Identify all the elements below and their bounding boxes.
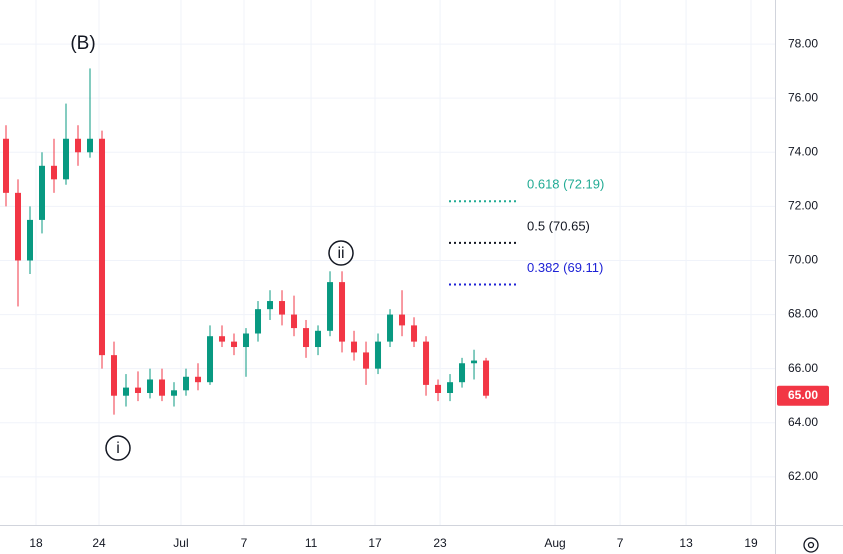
candle-body (183, 376, 190, 391)
candle-body (459, 363, 466, 383)
last-price-label: 65.00 (788, 388, 818, 402)
candle-body (339, 282, 346, 342)
candle-body (75, 138, 82, 153)
wave-label: i (116, 440, 120, 457)
candle-body (351, 341, 358, 353)
candle-body (411, 325, 418, 342)
candle-body (15, 192, 22, 261)
candle-body (387, 314, 394, 342)
candle-body (3, 138, 10, 193)
candle-body (219, 336, 226, 342)
x-tick-label: 18 (29, 536, 43, 550)
candle-body (99, 138, 106, 356)
wave-circle (105, 435, 131, 461)
y-tick-label: 70.00 (788, 253, 818, 267)
candle-body (123, 387, 130, 396)
x-tick-label: 17 (368, 536, 382, 550)
candle-body (399, 314, 406, 326)
candle-body (255, 309, 262, 334)
x-tick-label: 7 (617, 536, 624, 550)
x-tick-label: 23 (433, 536, 447, 550)
candle-body (279, 301, 286, 315)
y-tick-label: 68.00 (788, 307, 818, 321)
candle-body (291, 314, 298, 329)
fib-label: 0.5 (70.65) (527, 218, 590, 233)
candle-body (423, 341, 430, 385)
candle-body (483, 360, 490, 396)
y-tick-label: 62.00 (788, 469, 818, 483)
wave-label: ii (337, 245, 344, 262)
wave-label: (B) (70, 33, 95, 54)
y-tick-label: 74.00 (788, 144, 818, 158)
candle-body (315, 330, 322, 348)
candle-body (303, 328, 310, 348)
candle-body (39, 165, 46, 220)
y-tick-label: 66.00 (788, 361, 818, 375)
candle-body (147, 379, 154, 394)
candle-body (243, 333, 250, 348)
fib-label: 0.382 (69.11) (527, 260, 603, 275)
x-tick-label: 11 (305, 536, 318, 550)
x-tick-label: 13 (679, 536, 693, 550)
candle-body (471, 360, 478, 364)
y-tick-label: 76.00 (788, 90, 818, 104)
candle-body (435, 384, 442, 394)
candle-body (231, 341, 238, 348)
x-tick-label: 19 (744, 536, 758, 550)
x-tick-label: Jul (173, 536, 188, 550)
candle-body (195, 376, 202, 383)
y-tick-label: 72.00 (788, 199, 818, 213)
x-tick-label: 24 (92, 536, 106, 550)
candle-body (327, 282, 334, 331)
plot (3, 68, 518, 415)
candle-body (111, 355, 118, 396)
wave-circle (328, 240, 354, 266)
candle-body (375, 341, 382, 369)
y-tick-label: 78.00 (788, 36, 818, 50)
last-price-box (777, 385, 829, 406)
candle-body (159, 379, 166, 396)
candle-body (171, 390, 178, 396)
candle-body (447, 382, 454, 394)
candle-body (27, 219, 34, 261)
candle-body (63, 138, 70, 180)
candle-body (87, 138, 94, 153)
x-tick-label: Aug (544, 536, 565, 550)
candle-body (51, 165, 58, 180)
fib-label: 0.618 (72.19) (527, 177, 604, 192)
settings-icon[interactable] (803, 537, 819, 553)
x-tick-label: 7 (241, 536, 248, 550)
candle-body (363, 352, 370, 369)
grid (0, 0, 775, 525)
candle-body (207, 336, 214, 383)
candle-body (135, 387, 142, 394)
settings-icon-center (807, 541, 815, 549)
y-tick-label: 64.00 (788, 415, 818, 429)
candle-body (267, 301, 274, 310)
